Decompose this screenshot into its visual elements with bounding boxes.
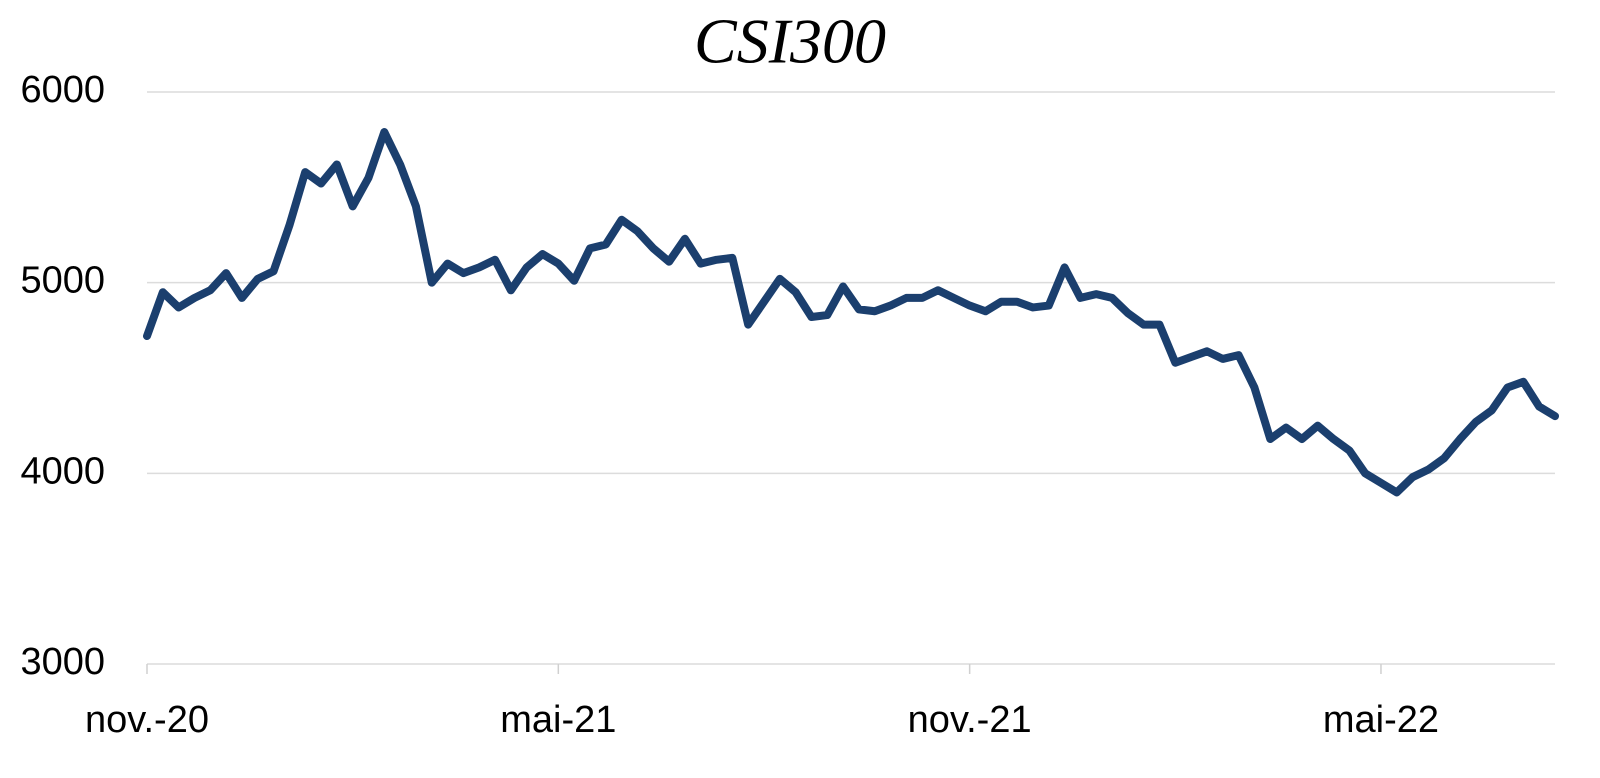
x-tick-label: mai-22 — [1323, 699, 1439, 741]
y-tick-label: 3000 — [20, 641, 105, 683]
y-tick-label: 4000 — [20, 450, 105, 492]
x-tick-label: nov.-20 — [85, 699, 209, 741]
x-tick-label: mai-21 — [500, 699, 616, 741]
line-series — [143, 128, 1559, 497]
y-tick-label: 5000 — [20, 260, 105, 302]
chart-title: CSI300 — [694, 6, 886, 77]
x-tick-label: nov.-21 — [908, 699, 1032, 741]
y-tick-label: 6000 — [20, 69, 105, 111]
